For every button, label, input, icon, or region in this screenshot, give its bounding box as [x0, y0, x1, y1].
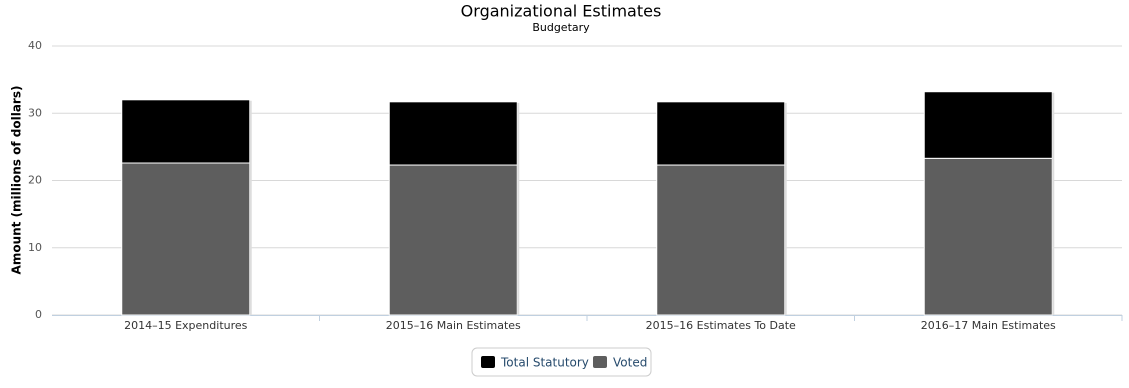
y-tick-label: 40 — [28, 39, 42, 52]
bar-segment — [388, 101, 518, 166]
y-tick-label: 30 — [28, 106, 42, 119]
legend-label[interactable]: Voted — [613, 356, 647, 370]
legend-swatch[interactable] — [481, 356, 495, 368]
bar-segment — [121, 162, 251, 316]
bar-segment — [923, 157, 1053, 316]
legend-swatch[interactable] — [593, 356, 607, 368]
x-tick-label: 2014–15 Expenditures — [124, 319, 248, 332]
bar-segment — [656, 164, 786, 316]
x-tick-label: 2016–17 Main Estimates — [921, 319, 1056, 332]
bar-segment — [121, 99, 251, 164]
chart-subtitle: Budgetary — [532, 21, 590, 34]
y-tick-label: 10 — [28, 241, 42, 254]
x-tick-label: 2015–16 Estimates To Date — [646, 319, 796, 332]
y-tick-label: 20 — [28, 174, 42, 187]
y-tick-label: 0 — [35, 308, 42, 321]
x-tick-label: 2015–16 Main Estimates — [386, 319, 521, 332]
chart-title: Organizational Estimates — [461, 2, 662, 21]
y-axis-label: Amount (millions of dollars) — [10, 86, 24, 275]
legend-label[interactable]: Total Statutory — [500, 356, 589, 370]
bar-segment — [923, 91, 1053, 159]
bar-segment — [656, 101, 786, 166]
bar-segment — [388, 164, 518, 316]
legend-box — [471, 347, 652, 377]
